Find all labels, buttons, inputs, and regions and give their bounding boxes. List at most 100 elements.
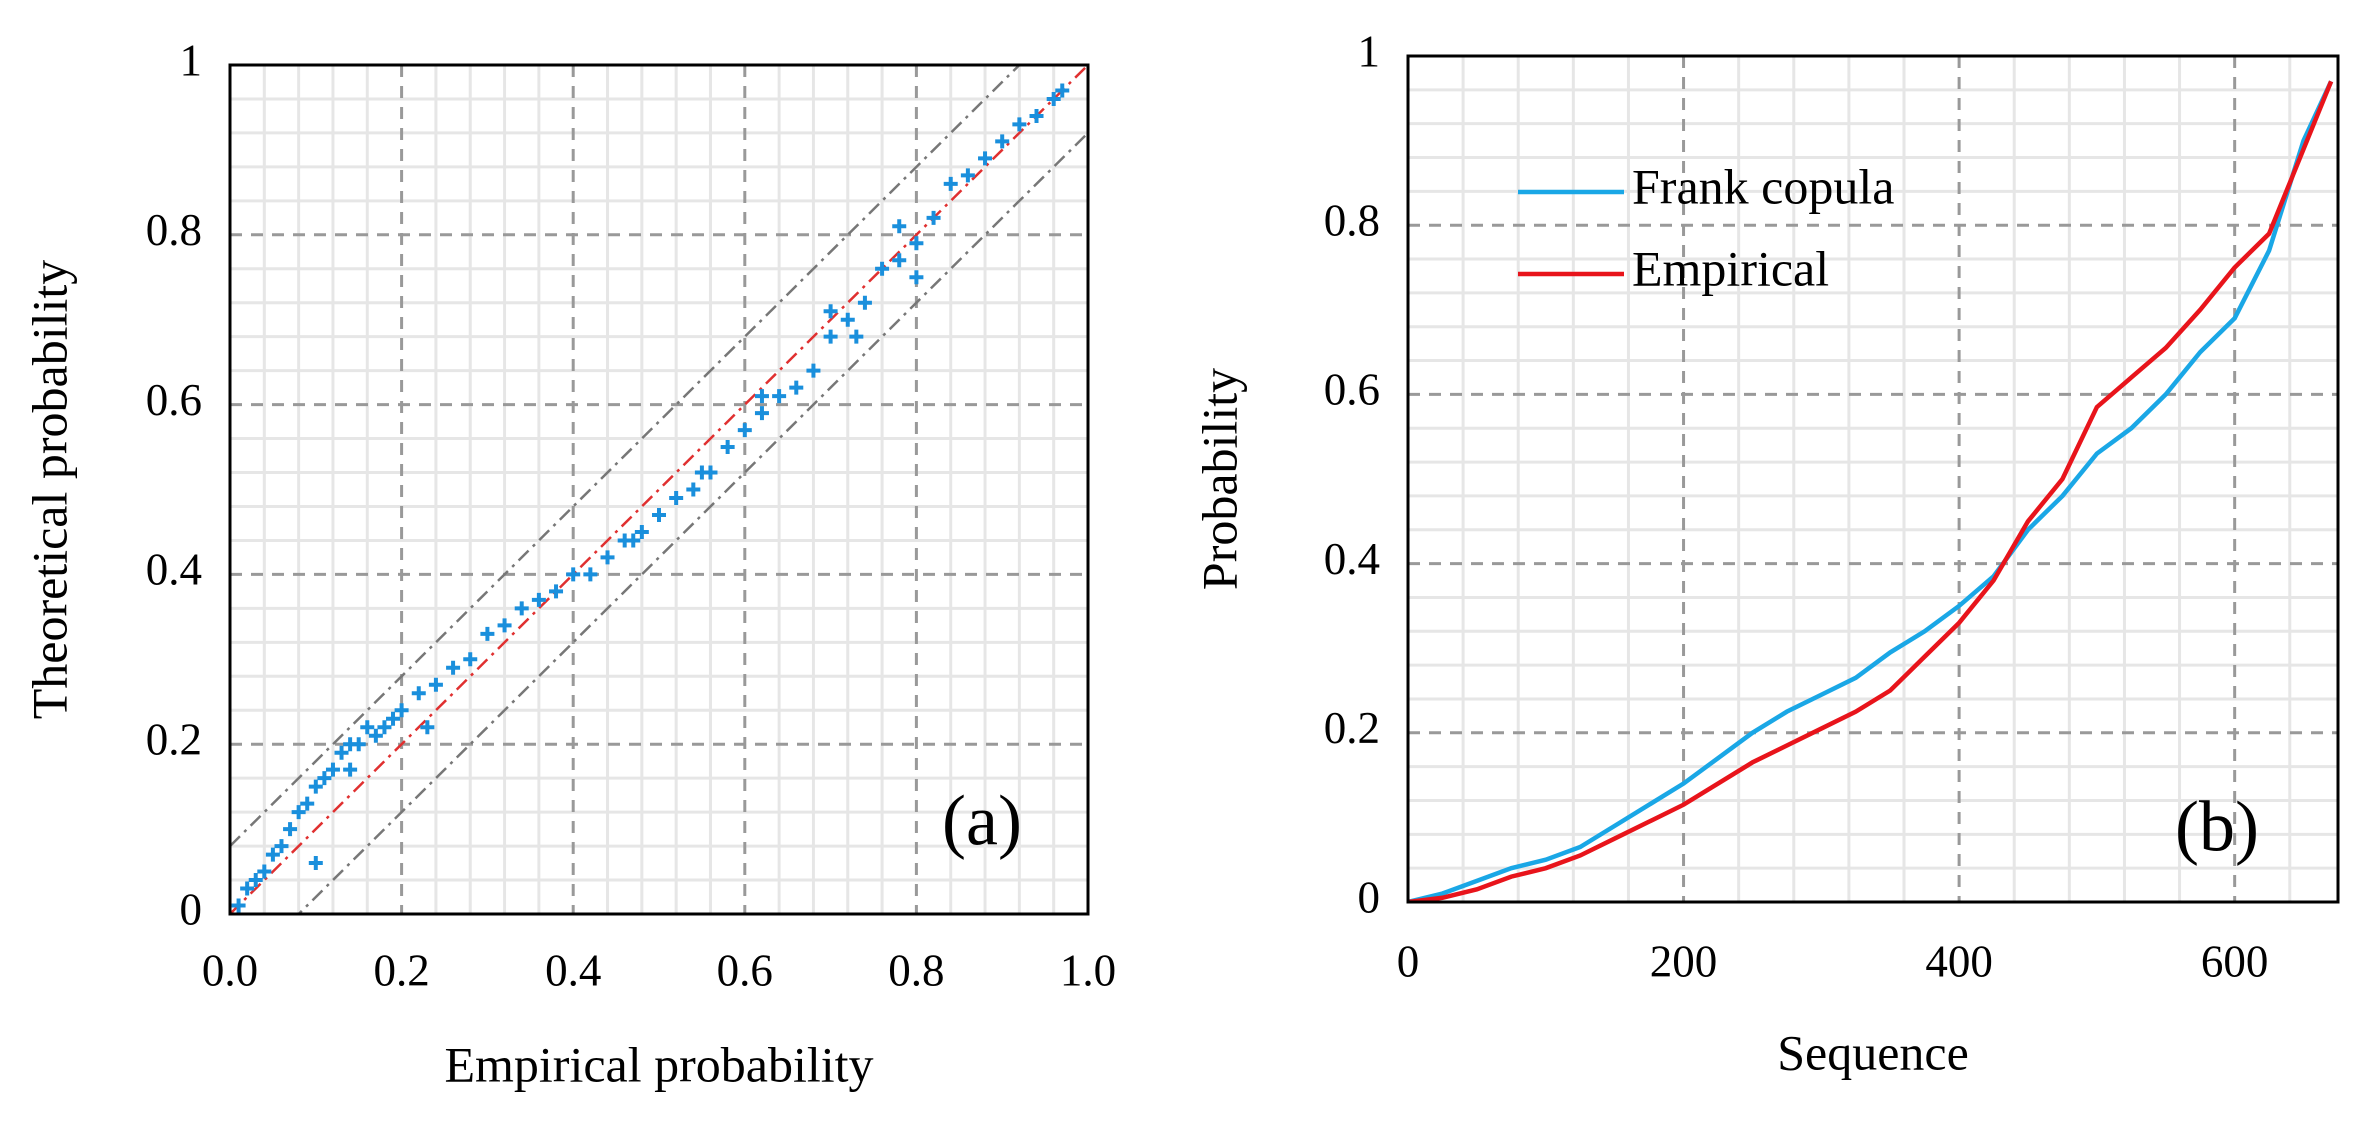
y-tick-label: 1 xyxy=(1358,26,1381,76)
x-tick-label: 600 xyxy=(2201,936,2269,986)
series-line xyxy=(1408,80,2334,902)
point xyxy=(686,482,701,497)
x-tick-label: 0.2 xyxy=(373,945,429,995)
plot-frame xyxy=(228,63,1090,916)
point xyxy=(978,151,993,166)
point xyxy=(274,839,289,854)
point xyxy=(446,660,461,675)
point xyxy=(737,423,752,438)
point xyxy=(840,312,855,327)
x-tick-label: 0.8 xyxy=(888,945,944,995)
point xyxy=(351,737,366,752)
point xyxy=(257,864,272,879)
point xyxy=(720,440,735,455)
point xyxy=(995,134,1010,149)
x-tick-label: 400 xyxy=(1925,936,1993,986)
point xyxy=(772,389,787,404)
x-axis-title: Sequence xyxy=(1777,1024,1969,1080)
point xyxy=(291,805,306,820)
y-tick-label: 0 xyxy=(1358,872,1381,922)
point xyxy=(789,380,804,395)
point xyxy=(420,720,435,735)
x-tick-label: 0.4 xyxy=(545,945,601,995)
point xyxy=(823,304,838,319)
point xyxy=(1046,91,1061,106)
point xyxy=(600,550,615,565)
point xyxy=(377,720,392,735)
point xyxy=(463,652,478,667)
x-tick-label: 0.6 xyxy=(717,945,773,995)
plot-frame xyxy=(1406,54,2340,904)
point xyxy=(754,389,769,404)
point xyxy=(669,490,684,505)
point xyxy=(892,253,907,268)
point xyxy=(694,465,709,480)
point xyxy=(308,779,323,794)
point xyxy=(368,728,383,743)
point xyxy=(806,363,821,378)
point xyxy=(892,219,907,234)
series-line xyxy=(1408,80,2334,902)
y-tick-label: 0.8 xyxy=(1324,196,1380,246)
point xyxy=(626,533,641,548)
y-tick-label: 0.6 xyxy=(1324,365,1380,415)
point xyxy=(909,236,924,251)
point xyxy=(300,796,315,811)
point xyxy=(960,168,975,183)
point xyxy=(283,822,298,837)
panel-label: (a) xyxy=(942,781,1022,861)
point xyxy=(497,618,512,633)
point xyxy=(334,745,349,760)
point xyxy=(823,329,838,344)
x-tick-label: 0.0 xyxy=(202,945,258,995)
point xyxy=(875,261,890,276)
plot-area xyxy=(1408,56,2338,902)
point xyxy=(1055,83,1070,98)
panel-label: (b) xyxy=(2175,787,2259,867)
point xyxy=(909,270,924,285)
point xyxy=(652,507,666,522)
point xyxy=(849,329,864,344)
x-tick-label: 1.0 xyxy=(1060,945,1116,995)
x-tick-label: 0 xyxy=(1397,936,1420,986)
point xyxy=(240,881,255,896)
reference-line xyxy=(230,65,1022,847)
y-axis-title: Theoretical probability xyxy=(21,260,77,720)
y-tick-label: 0.2 xyxy=(146,715,202,765)
y-tick-label: 1 xyxy=(180,35,203,85)
x-tick-label: 200 xyxy=(1650,936,1718,986)
legend-label: Frank copula xyxy=(1632,158,1894,214)
point xyxy=(754,406,769,421)
point xyxy=(514,601,529,616)
point xyxy=(480,626,495,641)
point xyxy=(308,856,323,871)
point xyxy=(394,703,409,718)
point xyxy=(231,898,246,913)
point xyxy=(317,771,332,786)
y-tick-label: 0.4 xyxy=(146,545,202,595)
point xyxy=(857,295,872,310)
y-tick-label: 0.2 xyxy=(1324,703,1380,753)
point xyxy=(1012,117,1027,132)
plot-area xyxy=(230,65,1088,914)
point xyxy=(566,567,581,582)
y-axis-title: Probability xyxy=(1191,368,1247,590)
y-tick-label: 0.6 xyxy=(146,375,202,425)
y-tick-label: 0 xyxy=(180,884,203,934)
point xyxy=(248,873,263,888)
point xyxy=(411,686,426,701)
point xyxy=(265,847,280,862)
point xyxy=(531,592,546,607)
y-tick-label: 0.4 xyxy=(1324,534,1380,584)
point xyxy=(1029,108,1044,123)
legend-label: Empirical xyxy=(1632,240,1829,296)
y-tick-label: 0.8 xyxy=(146,205,202,255)
point xyxy=(926,210,941,225)
point xyxy=(386,711,401,726)
point xyxy=(343,762,358,777)
point xyxy=(325,762,340,777)
point xyxy=(549,584,564,599)
point xyxy=(428,677,443,692)
point xyxy=(634,524,649,539)
x-axis-title: Empirical probability xyxy=(444,1036,873,1092)
